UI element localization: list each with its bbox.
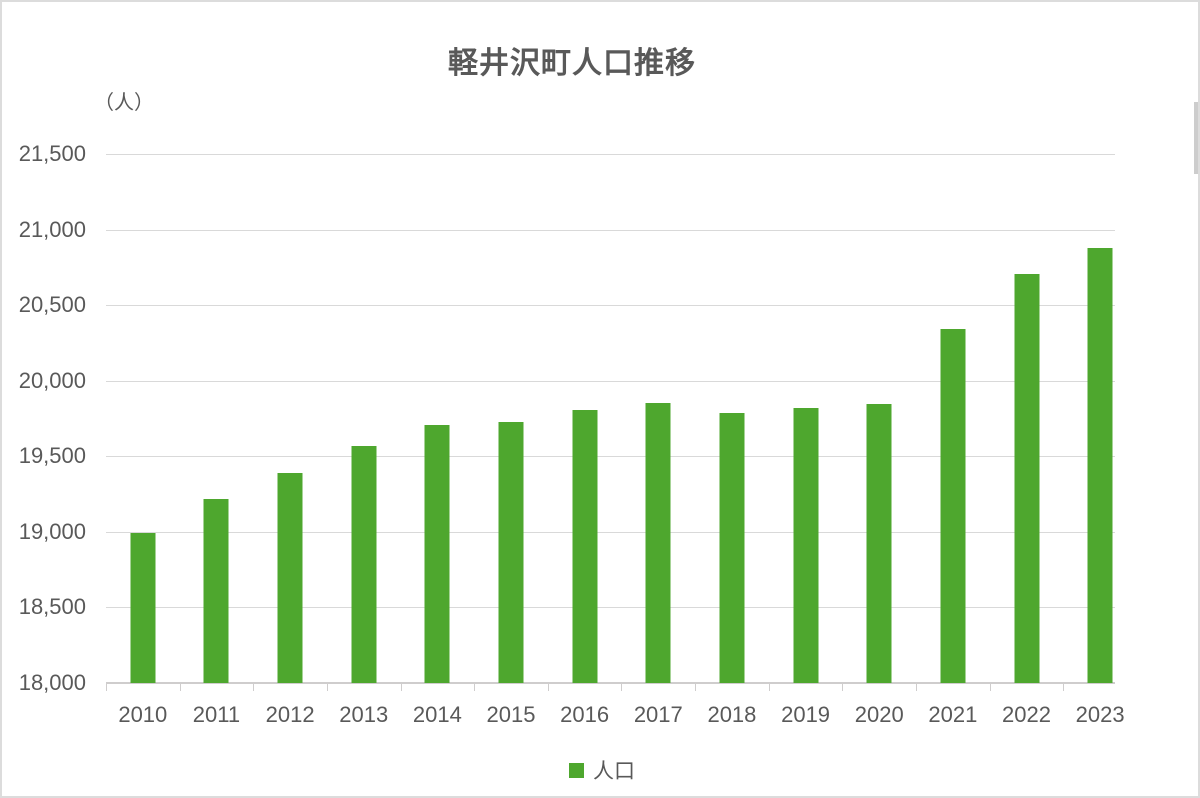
x-axis-label-2020: 2020 bbox=[854, 702, 904, 727]
y-axis-tick-label: 19,000 bbox=[18, 519, 86, 544]
x-axis-label-2019: 2019 bbox=[781, 702, 831, 727]
bar-2020 bbox=[866, 404, 892, 683]
x-axis-tick bbox=[769, 683, 770, 691]
x-axis-tick bbox=[327, 683, 328, 691]
bar-2010 bbox=[130, 533, 156, 683]
gridline bbox=[106, 230, 1115, 231]
gridline bbox=[106, 154, 1115, 155]
bar-2023 bbox=[1087, 248, 1113, 683]
bar-2017 bbox=[645, 402, 671, 683]
chart-title: 軽井沢町人口推移 bbox=[448, 47, 696, 80]
legend-label-population: 人口 bbox=[593, 760, 635, 783]
x-axis-label-2017: 2017 bbox=[633, 702, 683, 727]
x-axis-tick bbox=[474, 683, 475, 691]
x-axis-label-2013: 2013 bbox=[339, 702, 389, 727]
x-axis-tick bbox=[621, 683, 622, 691]
gridline bbox=[106, 607, 1115, 608]
gridline bbox=[106, 305, 1115, 306]
y-axis-tick-label: 20,500 bbox=[18, 292, 86, 317]
bar-2019 bbox=[793, 407, 819, 683]
bar-2021 bbox=[940, 328, 966, 683]
x-axis-tick bbox=[106, 683, 107, 691]
x-axis-label-2018: 2018 bbox=[707, 702, 757, 727]
y-axis-tick-label: 18,500 bbox=[18, 594, 86, 619]
bar-2011 bbox=[203, 499, 229, 683]
x-axis-label-2022: 2022 bbox=[1002, 702, 1051, 727]
bar-2013 bbox=[351, 446, 377, 683]
gridline bbox=[106, 532, 1115, 533]
x-axis-label-2016: 2016 bbox=[560, 702, 610, 727]
y-axis-tick-label: 19,500 bbox=[18, 443, 86, 468]
legend-swatch-population bbox=[569, 762, 584, 778]
y-axis-tick-label: 21,500 bbox=[18, 141, 86, 166]
gridline bbox=[106, 381, 1115, 382]
x-axis-tick bbox=[695, 683, 696, 691]
scrollbar-thumb[interactable] bbox=[1194, 102, 1198, 174]
x-axis-tick bbox=[1063, 683, 1064, 691]
x-axis-label-2011: 2011 bbox=[192, 702, 241, 727]
x-axis-tick bbox=[548, 683, 549, 691]
bar-2016 bbox=[572, 410, 598, 683]
x-axis-line bbox=[106, 682, 1115, 684]
bar-2018 bbox=[719, 413, 745, 683]
y-axis-tick-label: 20,000 bbox=[18, 368, 86, 393]
y-axis-unit-label: （人） bbox=[94, 92, 154, 114]
x-axis-tick bbox=[990, 683, 991, 691]
y-axis-tick-label: 18,000 bbox=[18, 670, 86, 695]
x-axis-label-2015: 2015 bbox=[486, 702, 536, 727]
x-axis-label-2023: 2023 bbox=[1075, 702, 1125, 727]
bar-2015 bbox=[498, 422, 524, 683]
y-axis-tick-label: 21,000 bbox=[18, 217, 86, 242]
x-axis-label-2012: 2012 bbox=[265, 702, 315, 727]
bar-2022 bbox=[1014, 274, 1039, 683]
x-axis-label-2010: 2010 bbox=[118, 702, 168, 727]
x-axis-label-2014: 2014 bbox=[412, 702, 462, 727]
gridline bbox=[106, 456, 1115, 457]
x-axis-tick bbox=[253, 683, 254, 691]
x-axis-tick bbox=[401, 683, 402, 691]
x-axis-tick bbox=[916, 683, 917, 691]
bar-2014 bbox=[424, 424, 450, 683]
x-axis-tick bbox=[180, 683, 181, 691]
bar-2012 bbox=[277, 472, 303, 683]
x-axis-tick bbox=[842, 683, 843, 691]
chart-legend: 人口 bbox=[2, 755, 1200, 785]
x-axis-label-2021: 2021 bbox=[928, 702, 978, 727]
